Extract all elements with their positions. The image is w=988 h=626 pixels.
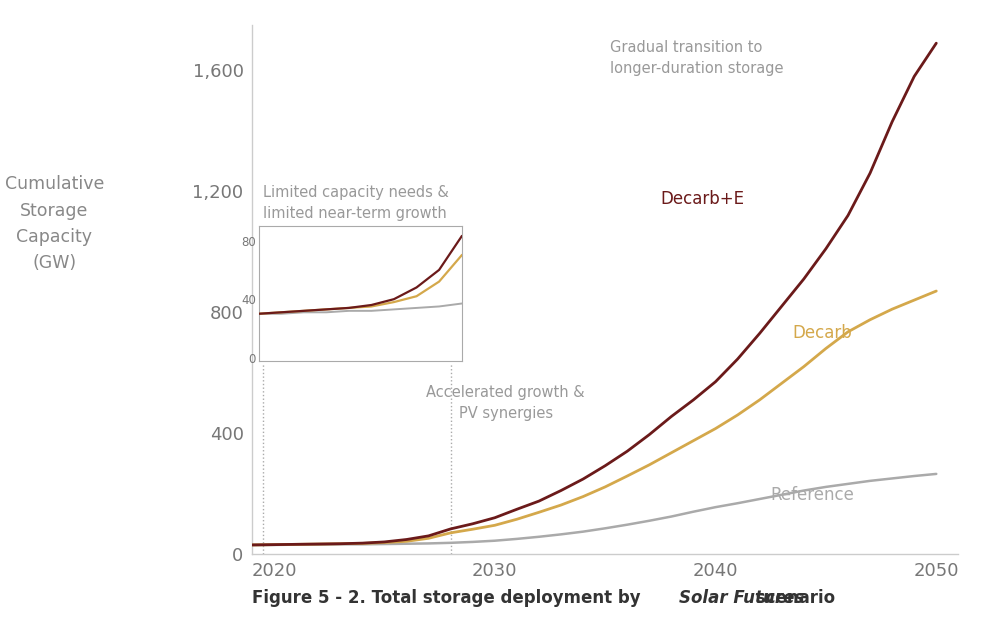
Text: Decarb+E: Decarb+E [660, 190, 744, 208]
Text: Cumulative
Storage
Capacity
(GW): Cumulative Storage Capacity (GW) [5, 175, 104, 272]
Text: Figure 5 - 2. Total storage deployment by: Figure 5 - 2. Total storage deployment b… [252, 589, 646, 607]
Text: Reference: Reference [771, 486, 855, 504]
Text: Accelerated growth &
PV synergies: Accelerated growth & PV synergies [427, 385, 585, 421]
Text: Solar Futures: Solar Futures [679, 589, 804, 607]
Text: Gradual transition to
longer-duration storage: Gradual transition to longer-duration st… [610, 40, 783, 76]
Text: Limited capacity needs &
limited near-term growth: Limited capacity needs & limited near-te… [263, 185, 449, 221]
Text: scenario: scenario [750, 589, 835, 607]
Text: Decarb: Decarb [792, 324, 853, 342]
